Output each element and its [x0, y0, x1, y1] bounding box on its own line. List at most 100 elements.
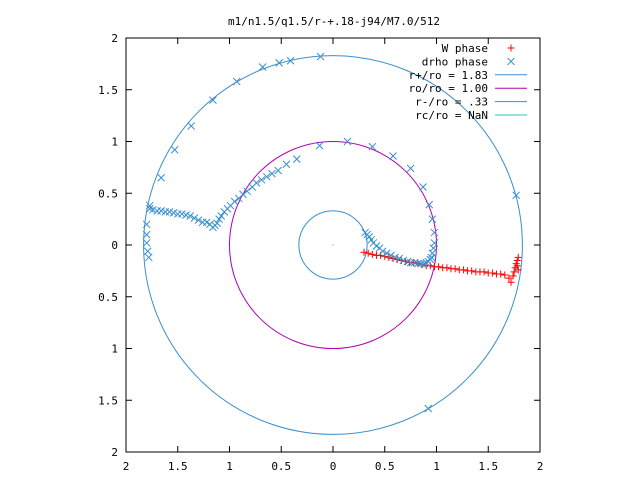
data-point	[230, 197, 239, 206]
legend-label: r-/ro = .33	[415, 96, 488, 109]
data-point	[232, 77, 241, 86]
data-point	[292, 155, 301, 163]
data-point	[274, 166, 282, 175]
data-point	[360, 248, 368, 256]
data-point	[286, 56, 295, 65]
data-point	[389, 254, 397, 262]
data-point	[194, 216, 203, 225]
x-tick-label: 1	[433, 460, 440, 473]
data-point	[282, 160, 291, 169]
data-point	[213, 219, 221, 228]
data-point	[406, 164, 415, 173]
x-tick-label: 0.5	[375, 460, 395, 473]
series-drho-phase	[142, 52, 521, 413]
data-point	[157, 173, 166, 182]
data-point	[399, 256, 408, 265]
legend-marker-cross	[507, 57, 515, 66]
circle-r-	[298, 210, 368, 280]
data-point	[316, 52, 325, 61]
legend-label: drho phase	[422, 55, 488, 68]
data-point	[368, 250, 376, 258]
data-point	[512, 191, 521, 200]
data-point	[507, 278, 515, 286]
y-tick-label: 2	[111, 32, 118, 45]
data-point	[387, 251, 395, 260]
x-tick-label: 1	[226, 460, 233, 473]
series-W-phase	[360, 248, 522, 286]
data-point	[217, 212, 226, 220]
data-point	[424, 257, 433, 266]
data-point	[145, 201, 154, 210]
x-tick-label: 0	[330, 460, 337, 473]
x-tick-label: 1.5	[478, 460, 498, 473]
legend-label: r+/ro = 1.83	[409, 69, 488, 82]
data-point	[435, 263, 443, 271]
data-point	[430, 228, 439, 237]
data-point	[243, 187, 251, 196]
data-point	[420, 259, 428, 268]
data-point	[252, 179, 261, 187]
data-point	[459, 266, 467, 274]
data-point	[268, 169, 276, 178]
data-point	[364, 249, 372, 257]
data-point	[429, 244, 438, 252]
data-point	[389, 152, 397, 160]
data-point	[488, 269, 496, 277]
data-point	[391, 253, 399, 262]
data-point	[419, 183, 427, 191]
data-point	[381, 252, 389, 260]
data-point	[497, 270, 505, 278]
data-point	[144, 253, 153, 262]
data-point	[186, 212, 195, 220]
data-point	[509, 272, 517, 280]
data-point	[480, 268, 488, 276]
y-tick-label: 1	[111, 343, 118, 356]
data-point	[451, 265, 459, 273]
data-point	[190, 214, 199, 222]
y-tick-label: 2	[111, 446, 118, 459]
x-tick-label: 0.5	[271, 460, 291, 473]
data-point	[468, 267, 476, 275]
data-point	[513, 262, 521, 270]
data-point	[514, 253, 522, 261]
data-point	[209, 96, 217, 104]
chart-title: m1/n1.5/q1.5/r-+.18-j94/M7.0/512	[228, 15, 440, 28]
data-point	[143, 247, 152, 256]
data-point	[343, 137, 352, 146]
rc-point	[332, 244, 334, 246]
y-tick-label: 0.5	[98, 291, 118, 304]
y-tick-label: 1.5	[98, 394, 118, 407]
legend-label: rc/ro = NaN	[415, 109, 488, 122]
data-point	[425, 200, 434, 209]
data-point	[361, 228, 369, 237]
x-tick-label: 1.5	[168, 460, 188, 473]
data-point	[382, 249, 391, 258]
data-point	[368, 142, 377, 151]
data-point	[410, 259, 418, 267]
x-tick-label: 2	[537, 460, 544, 473]
data-point	[514, 266, 522, 274]
data-point	[142, 230, 151, 239]
x-tick-label: 2	[123, 460, 130, 473]
data-point	[187, 122, 196, 130]
legend-label: ro/ro = 1.00	[409, 82, 488, 95]
data-point	[424, 404, 433, 413]
data-point	[315, 141, 324, 150]
y-tick-label: 1	[111, 136, 118, 149]
circle-r+	[143, 55, 523, 435]
data-point	[170, 145, 179, 154]
data-point	[275, 58, 284, 67]
data-point	[142, 239, 151, 247]
y-tick-label: 0.5	[98, 187, 118, 200]
data-point	[258, 63, 267, 71]
legend-label: W phase	[442, 42, 488, 55]
data-point	[257, 175, 266, 184]
legend-marker-plus	[507, 44, 515, 52]
data-point	[443, 264, 451, 272]
data-point	[417, 259, 425, 268]
data-point	[428, 215, 437, 223]
data-point	[142, 220, 151, 229]
data-point	[501, 271, 509, 279]
data-point	[262, 172, 271, 181]
